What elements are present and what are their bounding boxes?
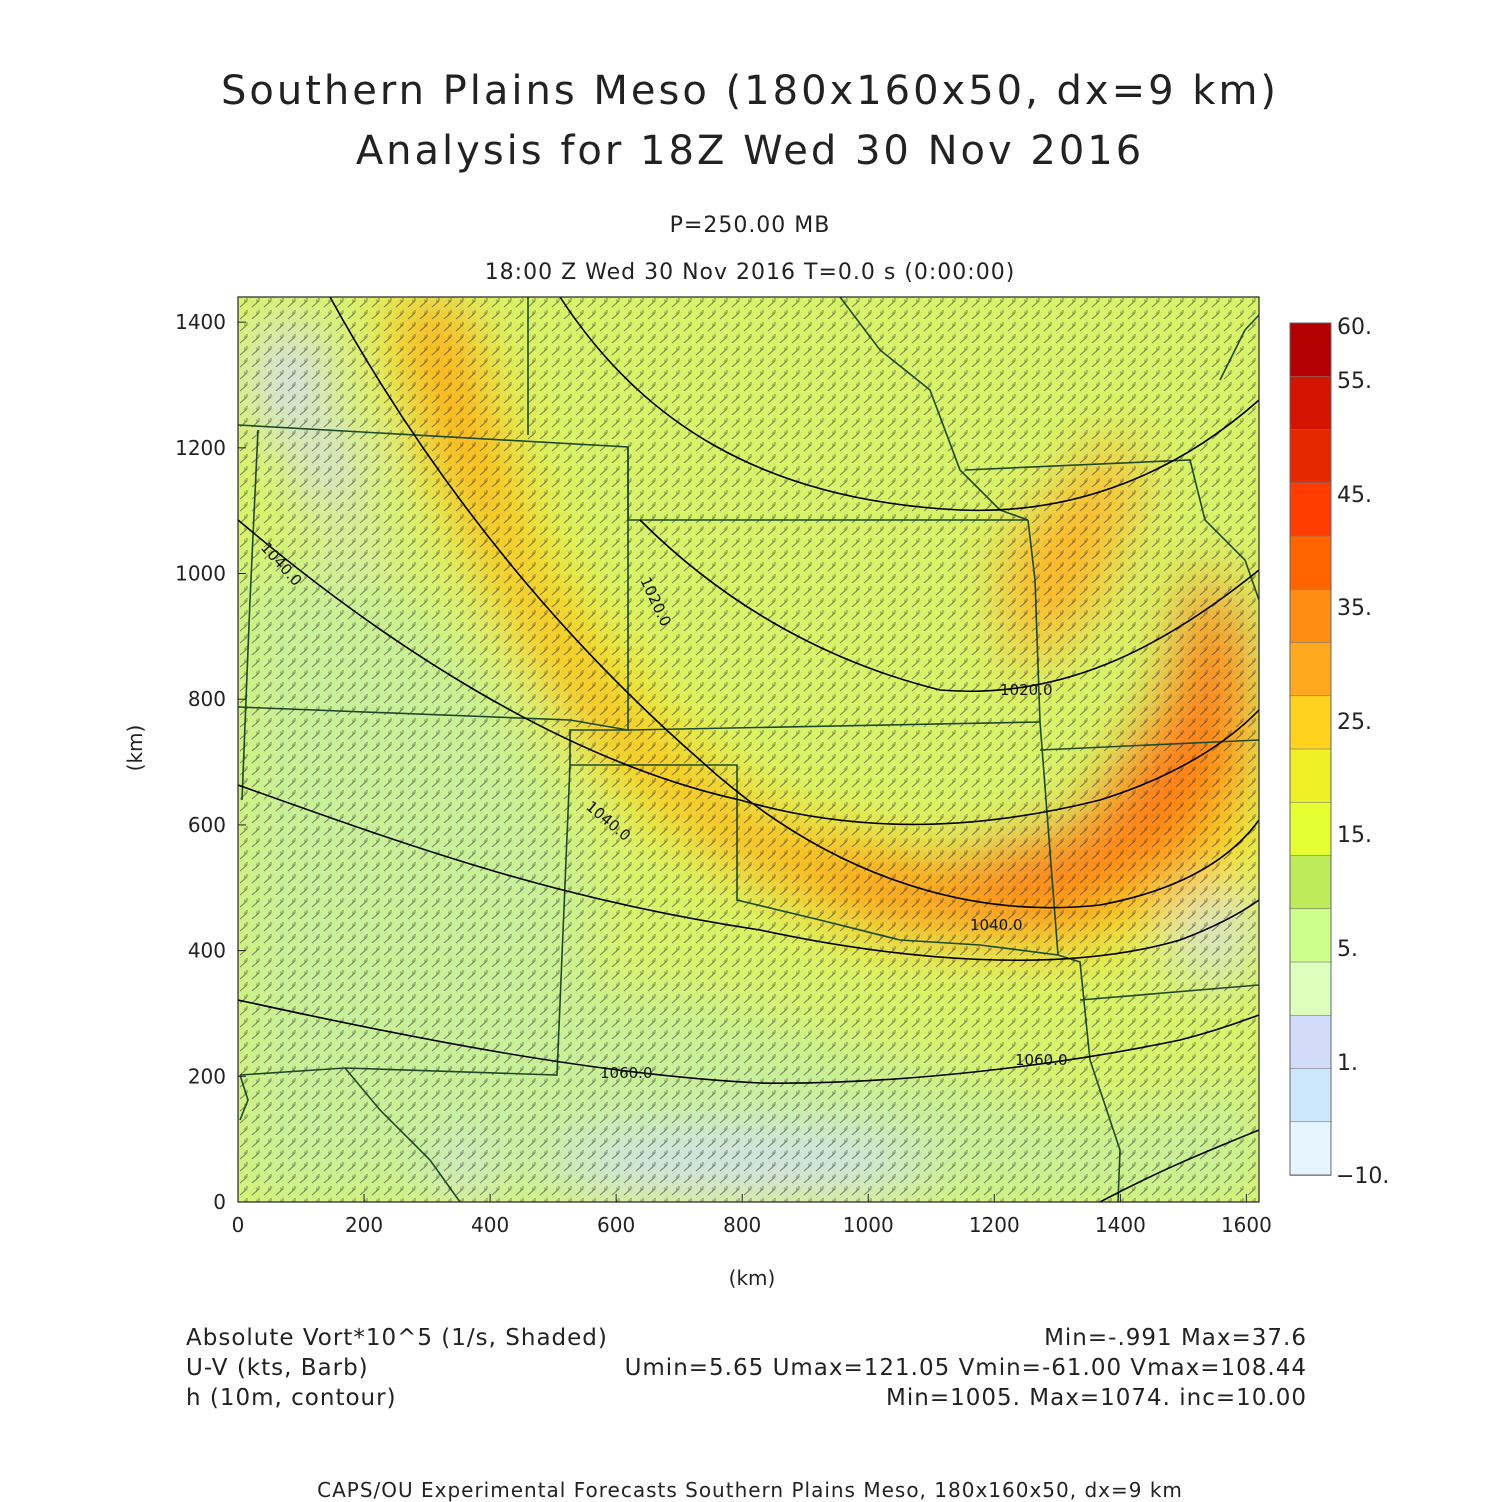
height-contours [238, 297, 1259, 1202]
colorbar-label: 25. [1337, 710, 1372, 735]
plot-frame [237, 296, 1260, 1203]
y-tick-label: 200 [188, 1064, 226, 1088]
colorbar-swatch [1289, 1014, 1332, 1070]
y-axis: 0 200 400 600 800 1000 1200 1400 [175, 310, 246, 1214]
vorticity-shading: 1020.0 1020.0 1040.0 1040.0 1040.0 1060.… [238, 297, 1259, 1202]
contour-field-label: h (10m, contour) [186, 1385, 397, 1411]
colorbar-label: 45. [1337, 483, 1372, 508]
time-label: 18:00 Z Wed 30 Nov 2016 T=0.0 s (0:00:00… [484, 260, 1016, 285]
colorbar: 60. 55. 45. 35. 25. 15. 5. 1. −10. [1289, 315, 1389, 1189]
title-line-2: Analysis for 18Z Wed 30 Nov 2016 [355, 128, 1145, 174]
colorbar-swatch [1289, 375, 1332, 431]
y-tick-label: 0 [213, 1190, 226, 1214]
shade-field-label: Absolute Vort*10^5 (1/s, Shaded) [186, 1325, 608, 1351]
colorbar-swatch [1289, 748, 1332, 804]
y-axis-title: (km) [123, 725, 147, 772]
colorbar-label: −10. [1336, 1164, 1389, 1189]
colorbar-swatch [1289, 855, 1332, 910]
footer-credit: CAPS/OU Experimental Forecasts Southern … [317, 1478, 1183, 1502]
colorbar-swatch [1289, 535, 1332, 591]
colorbar-label: 5. [1337, 937, 1358, 962]
shade-stats: Min=-.991 Max=37.6 [1044, 1325, 1307, 1351]
colorbar-label: 35. [1337, 596, 1372, 621]
colorbar-label: 15. [1337, 823, 1372, 848]
x-tick-label: 1400 [1095, 1213, 1146, 1237]
x-axis: 0 200 400 600 800 1000 1200 1400 1600 [232, 1194, 1272, 1237]
colorbar-swatch [1289, 588, 1332, 644]
colorbar-label: 55. [1337, 369, 1372, 394]
x-tick-label: 600 [597, 1213, 635, 1237]
contour-label: 1040.0 [970, 916, 1023, 934]
x-tick-label: 0 [232, 1213, 245, 1237]
colorbar-swatch [1289, 429, 1332, 484]
colorbar-swatch [1289, 908, 1332, 963]
x-tick-label: 800 [723, 1213, 761, 1237]
wind-barbs [238, 297, 1259, 1202]
barb-stats: Umin=5.65 Umax=121.05 Vmin=-61.00 Vmax=1… [624, 1355, 1307, 1381]
contour-label: 1020.0 [1000, 681, 1053, 699]
colorbar-label: 60. [1337, 315, 1372, 340]
x-tick-label: 400 [471, 1213, 509, 1237]
colorbar-swatch [1289, 642, 1332, 697]
y-tick-label: 600 [188, 813, 226, 837]
title-line-1: Southern Plains Meso (180x160x50, dx=9 k… [220, 68, 1280, 114]
colorbar-swatch [1289, 1121, 1332, 1176]
colorbar-swatch [1289, 1068, 1332, 1123]
y-tick-label: 1400 [175, 310, 226, 334]
state-borders [238, 297, 1259, 1202]
contour-stats: Min=1005. Max=1074. inc=10.00 [886, 1385, 1307, 1411]
colorbar-swatch [1289, 695, 1332, 750]
x-tick-label: 1000 [843, 1213, 894, 1237]
contour-label: 1060.0 [1015, 1051, 1068, 1069]
contour-label: 1060.0 [600, 1064, 653, 1082]
x-axis-title: (km) [729, 1266, 776, 1290]
colorbar-label: 1. [1337, 1051, 1358, 1076]
y-tick-label: 1000 [175, 562, 226, 586]
y-tick-label: 800 [188, 687, 226, 711]
x-tick-label: 200 [345, 1213, 383, 1237]
colorbar-swatch [1289, 482, 1332, 537]
y-tick-label: 400 [188, 939, 226, 963]
colorbar-swatch [1289, 322, 1332, 378]
x-tick-label: 1600 [1221, 1213, 1272, 1237]
level-label: P=250.00 MB [669, 213, 831, 238]
colorbar-swatch [1289, 961, 1332, 1017]
barb-field-label: U-V (kts, Barb) [186, 1355, 369, 1381]
x-tick-label: 1200 [969, 1213, 1020, 1237]
colorbar-swatch [1289, 801, 1332, 857]
y-tick-label: 1200 [175, 436, 226, 460]
